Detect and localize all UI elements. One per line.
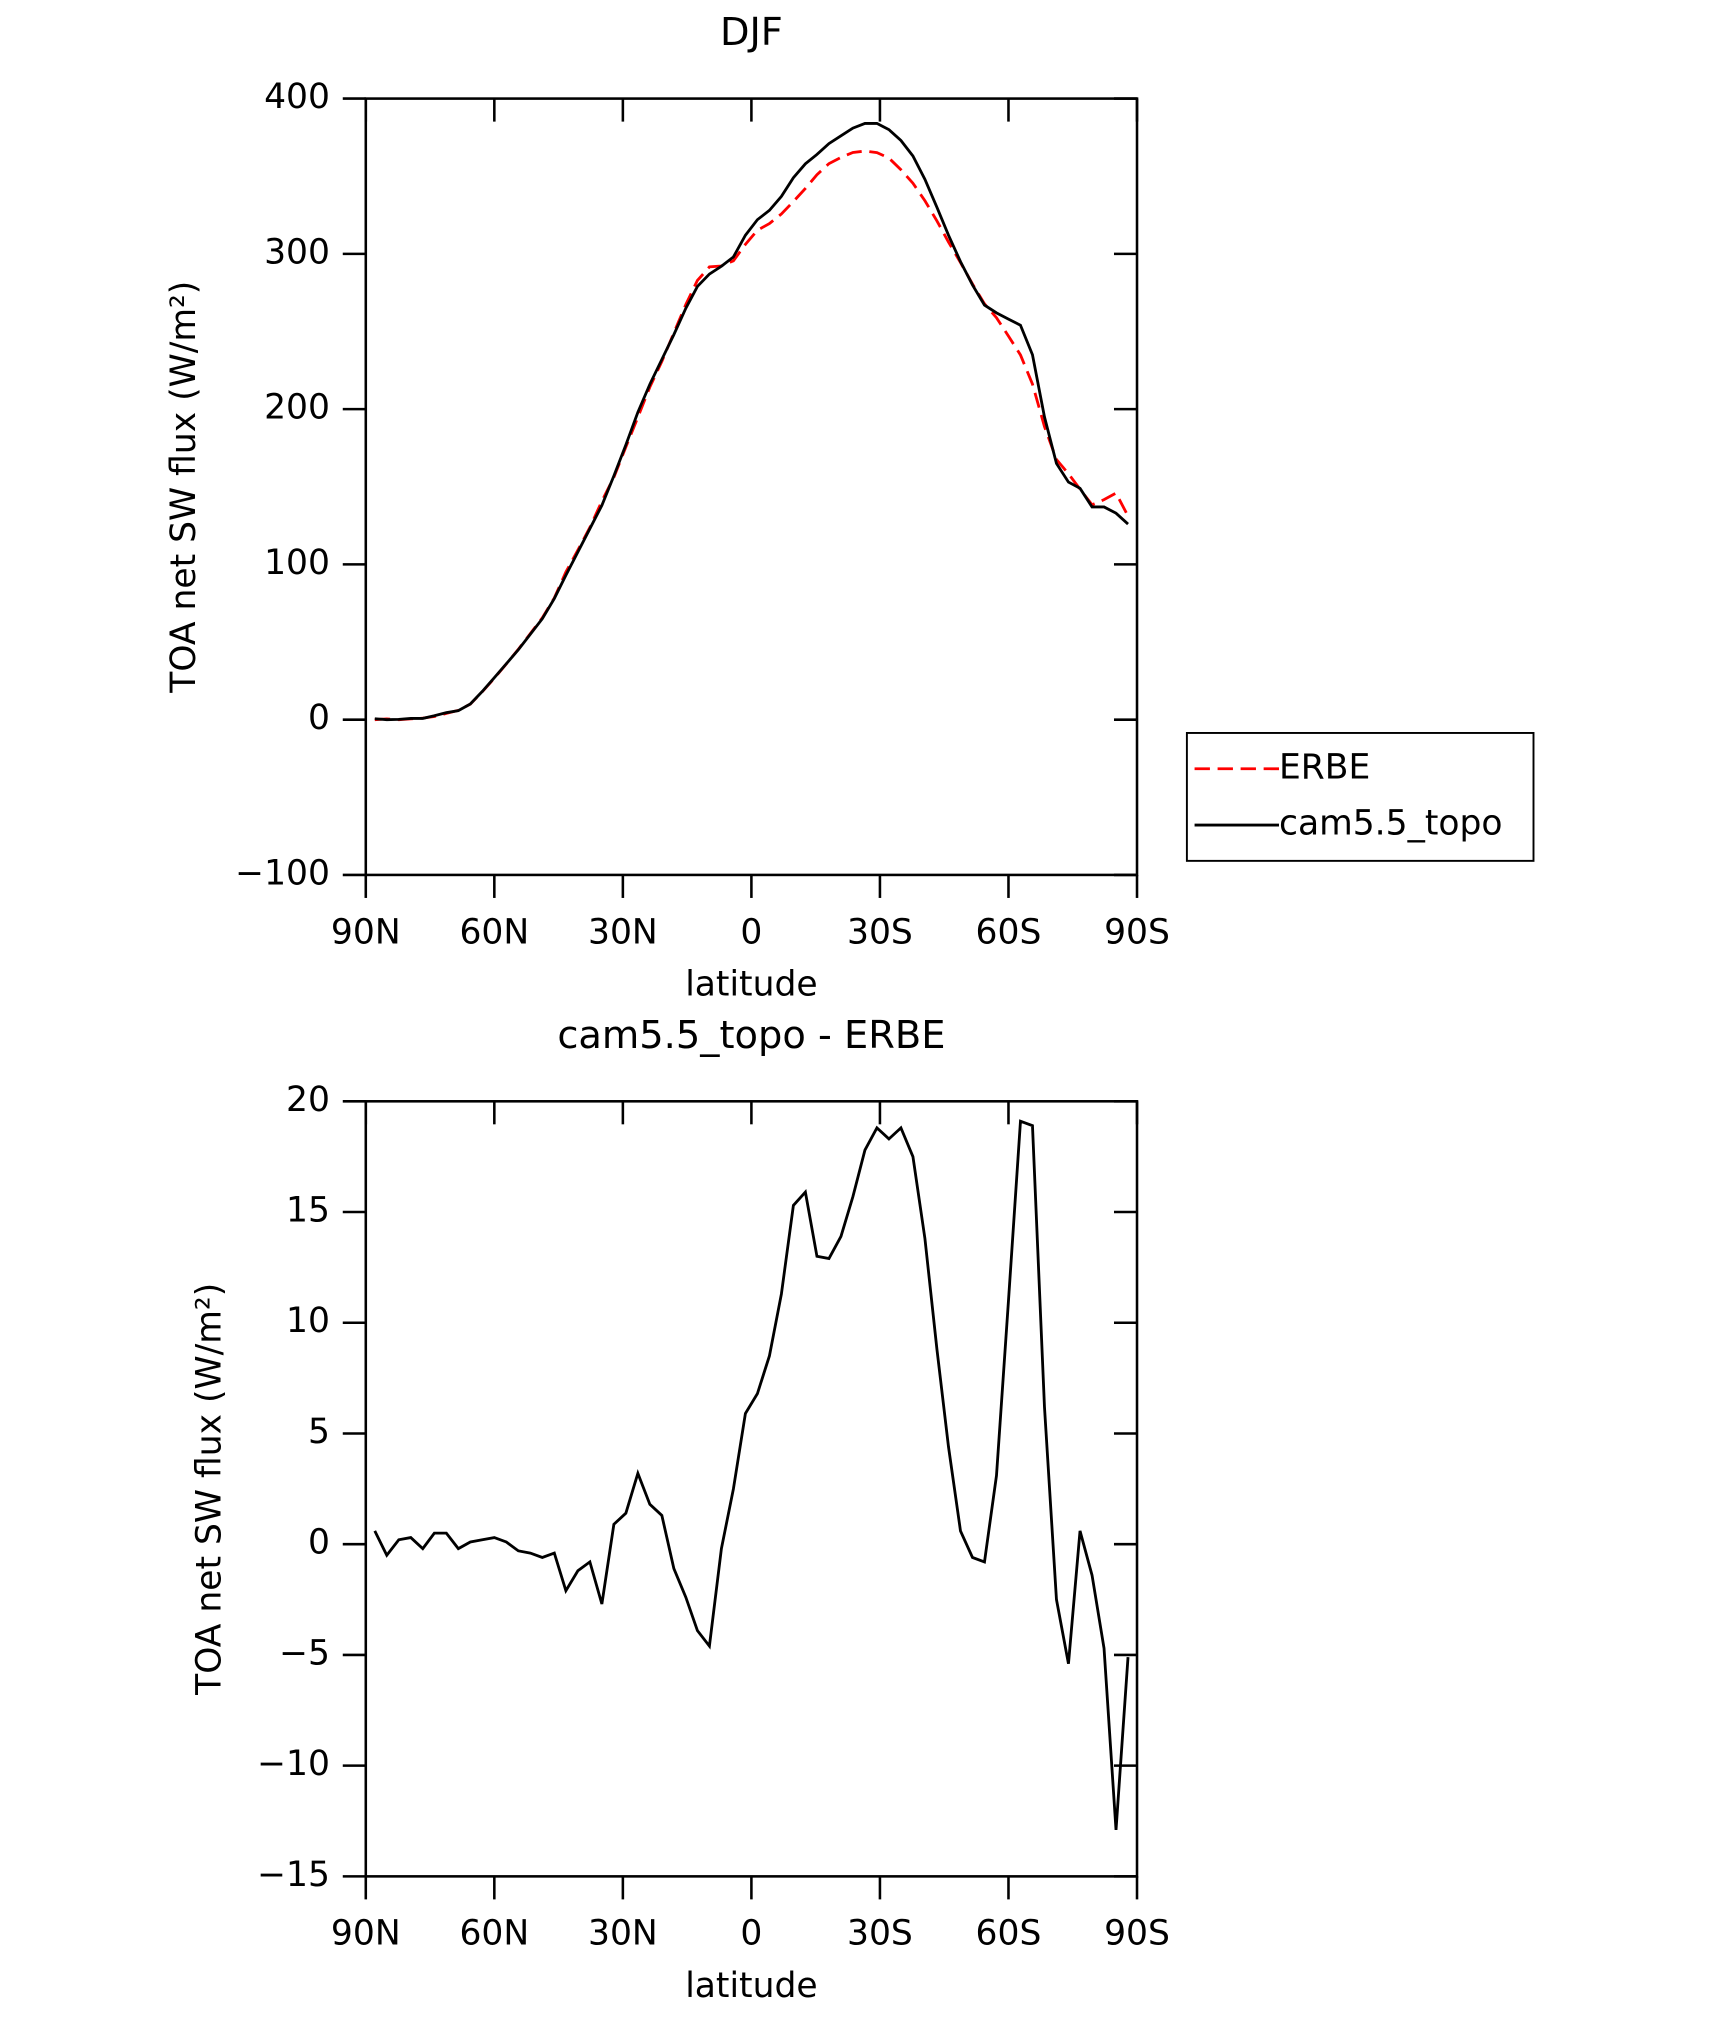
- plot-frame: [364, 97, 1139, 877]
- x-tick-label: 30S: [847, 912, 913, 952]
- y-tick-label: 400: [264, 77, 330, 117]
- y-axis-label: TOA net SW flux (W/m²): [164, 281, 204, 694]
- y-tick-label: 100: [264, 543, 330, 583]
- y-tick-label: 15: [286, 1191, 330, 1231]
- x-tick-label: 30N: [588, 912, 658, 952]
- x-tick-label: 30S: [847, 1914, 913, 1954]
- y-tick-label: 0: [308, 698, 330, 738]
- x-tick-label: 60S: [976, 1914, 1042, 1954]
- y-tick-label: −15: [257, 1855, 330, 1895]
- y-tick-label: 20: [286, 1080, 330, 1120]
- data-line: [374, 149, 1130, 722]
- y-tick-label: −10: [257, 1744, 330, 1784]
- y-tick-label: 200: [264, 388, 330, 428]
- y-tick-label: −100: [235, 853, 330, 893]
- plot-frame: [364, 1100, 1139, 1878]
- chart-title: cam5.5_topo - ERBE: [557, 1013, 945, 1058]
- x-tick-label: 0: [740, 1914, 762, 1954]
- y-tick-label: 300: [264, 232, 330, 272]
- y-axis-label: TOA net SW flux (W/m²): [190, 1283, 230, 1696]
- x-tick-label: 90N: [331, 912, 401, 952]
- chart-title: DJF: [720, 10, 783, 55]
- x-tick-label: 60S: [976, 912, 1042, 952]
- x-tick-label: 60N: [459, 912, 529, 952]
- legend-label: ERBE: [1279, 747, 1370, 787]
- y-tick-label: −5: [279, 1633, 330, 1673]
- x-axis-label: latitude: [685, 965, 817, 1005]
- data-line: [374, 122, 1129, 722]
- legend-box: [1185, 732, 1535, 862]
- legend-label: cam5.5_topo: [1279, 804, 1503, 844]
- x-tick-label: 0: [740, 912, 762, 952]
- x-axis-label: latitude: [685, 1966, 817, 2006]
- x-tick-label: 30N: [588, 1914, 658, 1954]
- x-tick-label: 90S: [1104, 1914, 1170, 1954]
- y-tick-label: 5: [308, 1412, 330, 1452]
- x-tick-label: 90S: [1104, 912, 1170, 952]
- x-tick-label: 90N: [331, 1914, 401, 1954]
- x-tick-label: 60N: [459, 1914, 529, 1954]
- y-tick-label: 10: [286, 1301, 330, 1341]
- y-tick-label: 0: [308, 1523, 330, 1563]
- data-line: [373, 1119, 1130, 1830]
